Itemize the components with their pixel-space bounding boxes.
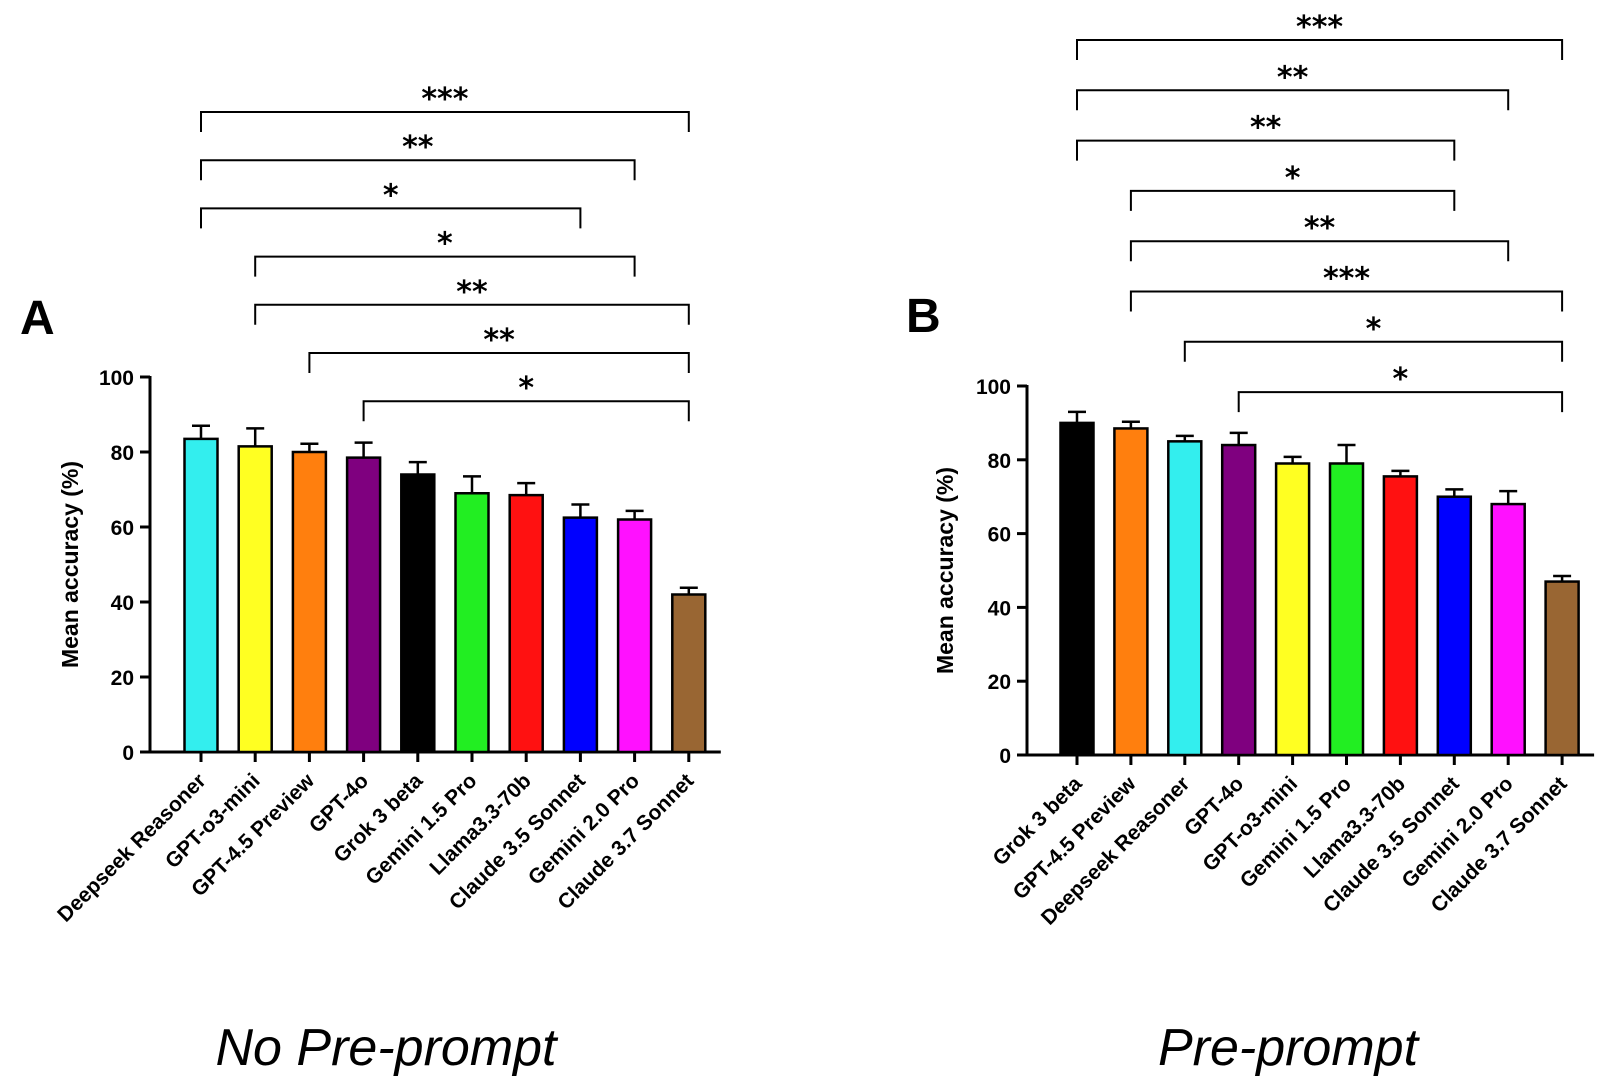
significance-bracket [1076,89,1510,111]
bar [1220,443,1257,757]
bar [1328,462,1365,757]
y-tick-label: 0 [999,745,1011,768]
bar [562,516,599,754]
y-axis-title: Mean accuracy (%) [57,461,83,668]
x-category-label: GPT-o3-mini [161,769,265,873]
significance-label: ** [1277,60,1309,95]
significance-label: * [518,371,534,406]
bar [1059,421,1095,757]
bar [671,593,707,754]
significance-label: ** [402,130,434,165]
significance-label: ** [483,323,515,358]
panel-label: A [20,292,55,345]
y-tick-label: 60 [988,524,1011,547]
panel-caption: No Pre-prompt [216,1019,560,1077]
significance-label: ** [456,275,488,310]
significance-bracket [200,207,582,229]
bar [616,518,653,754]
bar [183,437,219,754]
significance-label: * [383,178,399,213]
significance-label: ** [1304,211,1336,246]
bar [1167,440,1203,757]
significance-bracket [1129,290,1564,312]
significance-label: *** [1296,10,1343,45]
significance-bracket [1129,189,1456,211]
y-tick-label: 100 [976,376,1011,399]
bar [1382,475,1419,757]
bar [1544,580,1580,757]
panel-label: B [906,290,941,343]
panel-caption: Pre-prompt [1158,1019,1421,1077]
y-tick-label: 100 [99,367,134,390]
y-tick-label: 20 [111,667,134,690]
significance-bracket [1237,391,1564,413]
bar [1113,427,1149,757]
y-tick-label: 80 [988,450,1011,473]
significance-bracket [1129,240,1510,262]
significance-bracket [1076,39,1564,60]
significance-bracket [362,400,690,422]
bar [454,492,490,754]
bar [1490,502,1526,757]
significance-label: * [1393,362,1409,397]
significance-label: ** [1250,111,1282,146]
significance-bracket [200,159,636,181]
significance-bracket [200,111,690,132]
y-axis-title: Mean accuracy (%) [932,467,958,674]
bar [345,456,382,754]
y-tick-label: 20 [988,671,1011,694]
bar [400,473,436,754]
significance-bracket [254,255,636,277]
y-tick-label: 60 [111,517,134,540]
bar [291,450,328,754]
significance-label: *** [1323,262,1370,297]
y-tick-label: 40 [988,597,1011,620]
significance-label: *** [421,82,468,117]
bar [237,445,273,754]
bar [1436,495,1473,757]
significance-label: * [1366,312,1382,347]
bar [1274,462,1311,757]
significance-bracket [254,303,690,325]
significance-bracket [308,352,690,373]
significance-bracket [1076,139,1456,161]
significance-label: * [1285,161,1301,196]
significance-bracket [1183,340,1564,362]
y-tick-label: 0 [122,742,134,765]
y-tick-label: 40 [111,592,134,615]
significance-label: * [437,227,453,262]
bar [508,493,544,754]
y-tick-label: 80 [111,442,134,465]
